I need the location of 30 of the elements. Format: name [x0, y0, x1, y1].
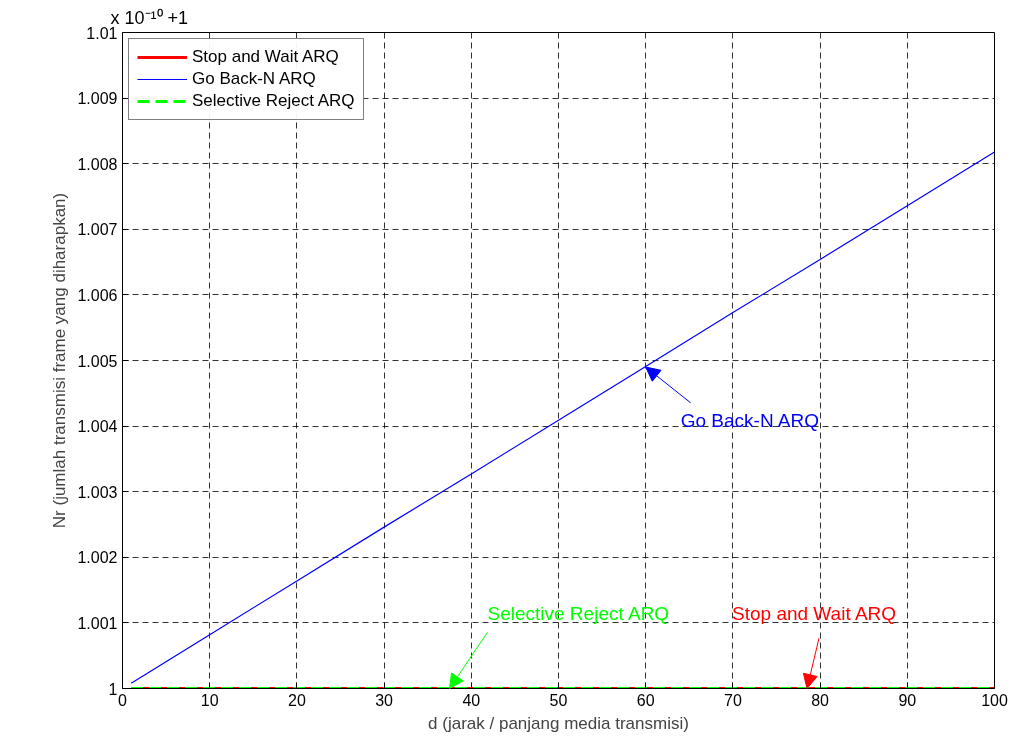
y-tick-label: 1.005 — [77, 352, 118, 370]
x-tick-label: 100 — [981, 691, 1008, 709]
legend-label: Stop and Wait ARQ — [192, 47, 339, 67]
x-tick-label: 30 — [375, 691, 394, 709]
y-tick-label: 1.008 — [77, 155, 118, 173]
x-tick-label: 80 — [811, 691, 830, 709]
y-axis-title: Nr (jumlah transmisi frame yang diharapkan) — [50, 192, 70, 529]
y-tick-label: 1.001 — [77, 614, 118, 632]
x-tick-label: 0 — [118, 691, 128, 709]
y-tick-label: 1.009 — [77, 90, 118, 108]
y-tick-label: 1.007 — [77, 221, 118, 239]
annotation: Selective Reject ARQ — [487, 602, 670, 624]
legend-label: Go Back-N ARQ — [192, 69, 316, 89]
x-tick-label: 20 — [288, 691, 306, 709]
y-tick-label: 1 — [108, 680, 118, 698]
x-tick-label: 10 — [200, 691, 219, 709]
annotation: Go Back-N ARQ — [680, 409, 820, 431]
annotation: Stop and Wait ARQ — [732, 602, 897, 624]
y-tick-label: 1.002 — [77, 549, 118, 567]
y-tick-label: 1.006 — [77, 286, 118, 304]
x-axis-title: d (jarak / panjang media transmisi) — [428, 713, 689, 733]
x-tick-label: 70 — [724, 691, 742, 709]
x-tick-label: 40 — [462, 691, 481, 709]
y-tick-label: 1.003 — [77, 483, 118, 501]
x-tick-label: 90 — [898, 691, 917, 709]
legend-label: Selective Reject ARQ — [192, 91, 355, 111]
x-tick-label: 50 — [549, 691, 568, 709]
y-tick-label: 1.004 — [77, 418, 118, 436]
x-tick-label: 60 — [636, 691, 655, 709]
line-series — [130, 151, 995, 684]
